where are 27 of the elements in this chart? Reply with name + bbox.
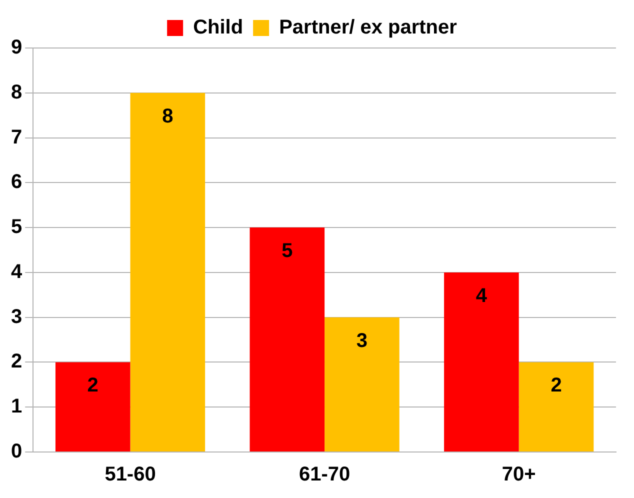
data-label: 3	[356, 330, 368, 352]
data-label: 2	[550, 374, 562, 397]
y-tick-label: 1	[11, 396, 22, 418]
legend-label: Child	[193, 16, 244, 39]
y-tick-label: 3	[11, 306, 22, 328]
bar	[130, 92, 206, 452]
x-tick-label: 70+	[502, 464, 536, 486]
bar	[518, 362, 594, 452]
y-tick-label: 4	[11, 260, 23, 283]
y-tick-label: 2	[11, 350, 22, 373]
x-tick-label: 51-60	[104, 464, 156, 486]
bar	[55, 362, 130, 452]
data-label: 4	[476, 284, 488, 307]
y-tick-label: 5	[11, 216, 22, 238]
data-label: 2	[87, 374, 98, 397]
y-tick-label: 7	[11, 126, 22, 148]
y-tick-label: 8	[11, 81, 22, 104]
x-tick-label: 61-70	[298, 464, 350, 486]
bar	[250, 228, 325, 452]
data-label: 5	[282, 240, 293, 262]
y-tick-label: 9	[11, 36, 22, 59]
y-tick-label: 0	[11, 440, 22, 463]
bar	[324, 317, 400, 452]
bar	[444, 272, 519, 452]
legend-label: Partner/ ex partner	[279, 16, 458, 39]
y-tick-label: 6	[11, 171, 22, 194]
data-label: 8	[162, 105, 174, 128]
